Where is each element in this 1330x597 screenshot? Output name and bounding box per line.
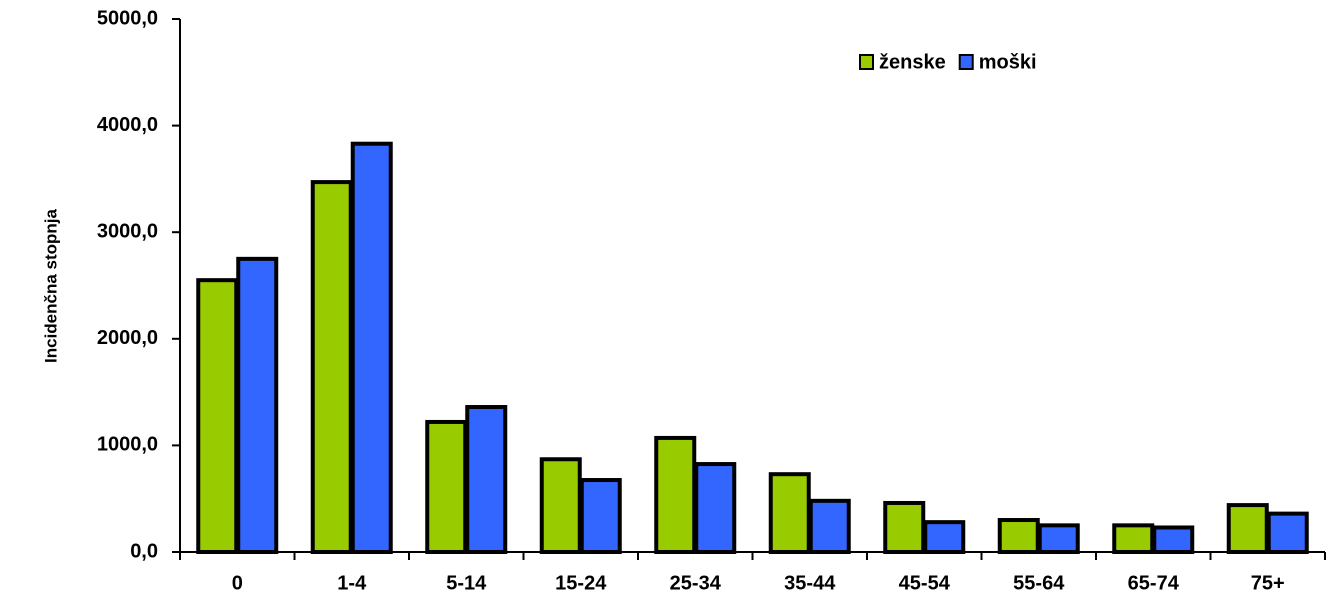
bar <box>694 462 737 554</box>
legend-label: ženske <box>879 51 946 73</box>
y-tick-label: 1000,0 <box>97 434 158 456</box>
y-tick-label: 2000,0 <box>97 327 158 349</box>
x-tick-label: 45-54 <box>899 572 951 594</box>
bar <box>425 419 468 554</box>
bar <box>236 256 279 554</box>
y-tick-label: 3000,0 <box>97 220 158 242</box>
bar <box>1152 525 1195 554</box>
bar <box>768 472 811 555</box>
x-tick-label: 35-44 <box>784 572 836 594</box>
bar <box>310 180 353 555</box>
bar <box>579 478 622 555</box>
bar <box>465 405 508 554</box>
bar <box>1266 511 1309 555</box>
x-tick-label: 15-24 <box>555 572 607 594</box>
x-tick-label: 25-34 <box>670 572 722 594</box>
y-tick-label: 4000,0 <box>97 114 158 136</box>
bar <box>997 518 1040 555</box>
legend-swatch <box>958 54 974 70</box>
x-tick-label: 75+ <box>1251 572 1285 594</box>
x-tick-label: 5-14 <box>446 572 487 594</box>
bar <box>883 500 926 554</box>
bar <box>1112 523 1155 554</box>
y-tick-label: 0,0 <box>130 540 158 562</box>
x-tick-label: 55-64 <box>1013 572 1065 594</box>
y-axis-label: Incidenčna stopnja <box>41 208 60 363</box>
x-tick-label: 1-4 <box>337 572 367 594</box>
x-tick-label: 0 <box>232 572 243 594</box>
bar <box>196 278 239 554</box>
bar <box>808 498 851 554</box>
bar <box>923 520 966 554</box>
x-tick-label: 65-74 <box>1128 572 1180 594</box>
legend-swatch <box>859 54 874 70</box>
y-tick-label: 5000,0 <box>97 7 158 29</box>
bar <box>1037 523 1080 554</box>
bar <box>539 457 582 554</box>
legend-label: moški <box>979 51 1037 73</box>
bar <box>350 141 393 555</box>
bar <box>1226 503 1269 555</box>
bar <box>654 435 697 554</box>
